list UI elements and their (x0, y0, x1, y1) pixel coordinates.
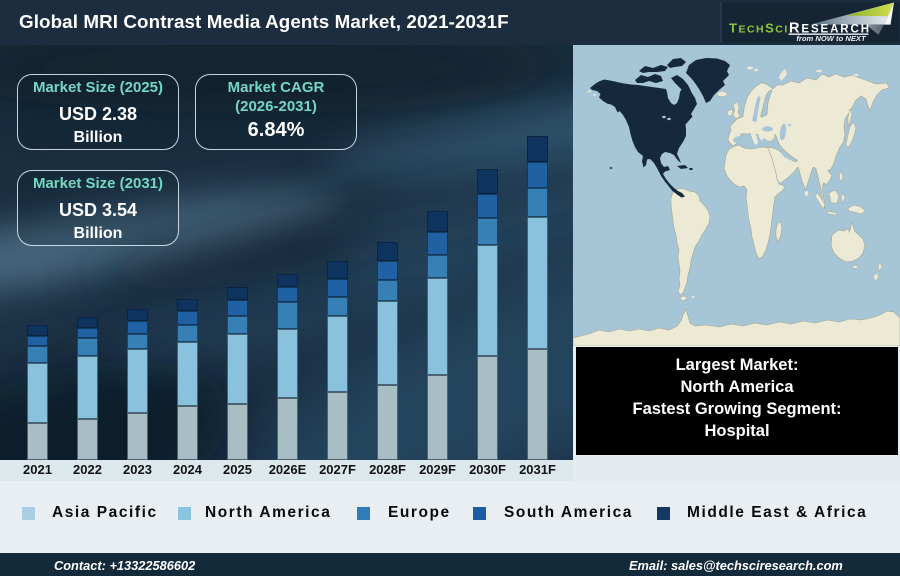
svg-text:TECHSCI: TECHSCI (729, 21, 789, 36)
svg-text:RESEARCH: RESEARCH (789, 21, 871, 37)
svg-text:from NOW to NEXT: from NOW to NEXT (796, 34, 867, 43)
